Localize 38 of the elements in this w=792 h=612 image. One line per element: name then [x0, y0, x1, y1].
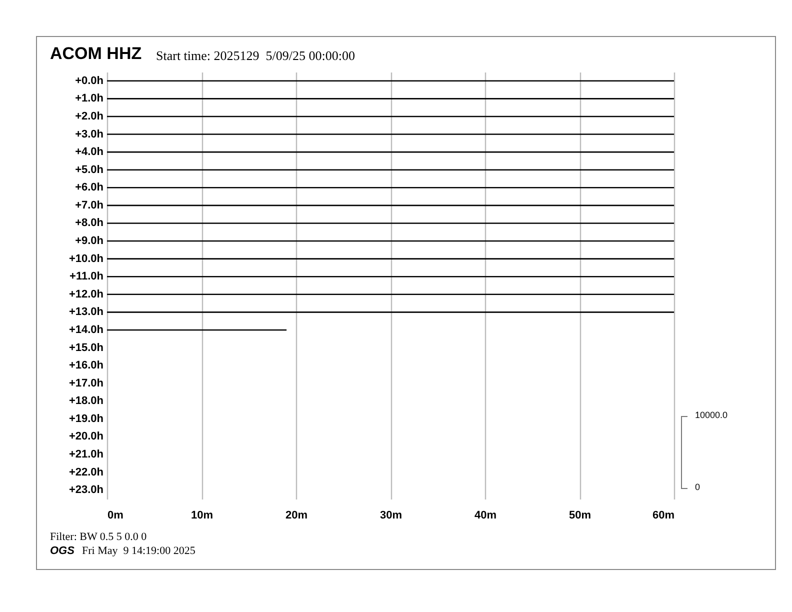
y-tick-label: +9.0h: [75, 235, 104, 248]
y-tick-label: +22.0h: [68, 466, 104, 478]
y-tick-label: +4.0h: [75, 146, 104, 158]
y-tick-label: +23.0h: [68, 484, 104, 496]
x-tick-label: 0m: [108, 510, 124, 522]
y-tick-label: +1.0h: [75, 92, 104, 105]
text: Fri May 9 14:19:00 2025: [82, 545, 196, 557]
y-tick-label: +5.0h: [75, 164, 104, 176]
y-tick-label: +7.0h: [75, 199, 104, 212]
y-tick-label: +12.0h: [68, 288, 104, 300]
y-tick-label: +21.0h: [68, 448, 104, 461]
y-tick-label: +18.0h: [68, 395, 104, 408]
x-tick-label: 20m: [285, 510, 308, 522]
y-tick-label: +0.0h: [75, 74, 104, 87]
y-tick-label: +19.0h: [68, 412, 104, 425]
text: 10000.0: [695, 410, 728, 420]
y-tick-label: +16.0h: [68, 360, 104, 372]
x-tick-label: 30m: [380, 510, 402, 522]
y-tick-label: +11.0h: [70, 270, 104, 283]
y-tick-label: +3.0h: [75, 128, 104, 140]
y-tick-label: +10.0h: [68, 252, 104, 265]
text: Filter: BW 0.5 5 0.0 0: [50, 531, 147, 543]
y-tick-label: +13.0h: [68, 306, 104, 318]
y-tick-label: +2.0h: [75, 110, 104, 122]
x-tick-label: 60m: [652, 510, 675, 522]
y-tick-label: +6.0h: [75, 182, 104, 194]
y-tick-label: +17.0h: [68, 377, 104, 390]
y-tick-label: +15.0h: [68, 342, 104, 354]
y-tick-label: +20.0h: [68, 430, 104, 443]
x-tick-label: 50m: [568, 510, 592, 522]
x-tick-label: 40m: [474, 510, 497, 522]
x-tick-label: 10m: [190, 510, 214, 522]
chart-subtitle: Start time: 2025129 5/09/25 00:00:00: [156, 48, 355, 64]
y-tick-label: +14.0h: [68, 324, 104, 336]
text: 0: [695, 482, 700, 492]
chart-title: ACOM HHZ: [50, 44, 142, 64]
text: OGS: [50, 545, 74, 557]
y-tick-label: +8.0h: [75, 217, 104, 230]
